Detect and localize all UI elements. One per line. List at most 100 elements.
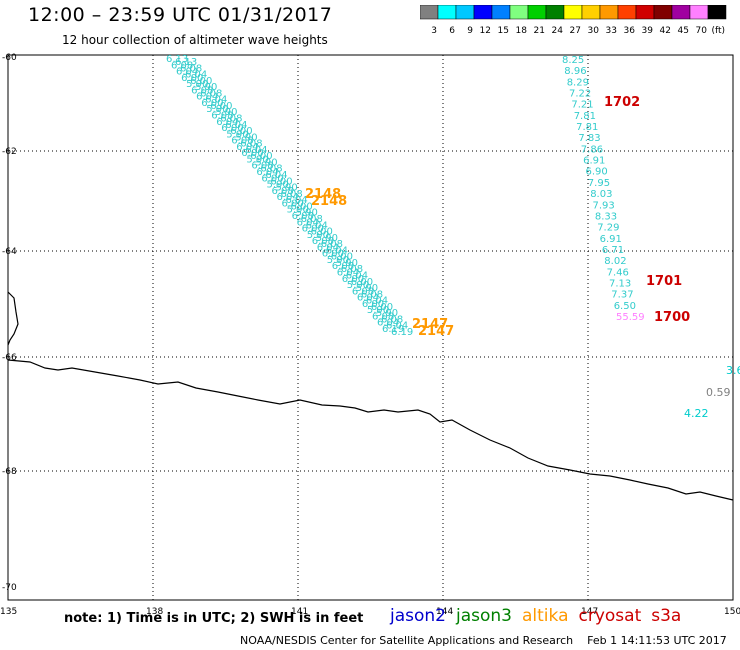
satellite-cryosat: cryosat bbox=[578, 606, 642, 626]
swh-value: 6.00 bbox=[241, 148, 263, 159]
wave-height-legend: 3 6 9 12 15 18 21 24 27 30 33 36 39 42 45 70 (ft) bbox=[420, 5, 730, 37]
swh-value: 6.90 bbox=[586, 167, 608, 178]
swh-value: 7.81 bbox=[576, 122, 598, 133]
swh-value: 8.02 bbox=[604, 256, 626, 267]
swh-value: 6.08 bbox=[191, 85, 213, 96]
swh-value: 6.04 bbox=[176, 67, 198, 78]
lat-label: -68 bbox=[2, 467, 17, 477]
satellite-jason3: jason3 bbox=[456, 606, 512, 626]
time-label-1702: 1702 bbox=[604, 95, 640, 110]
swh-value: 5.90 bbox=[246, 155, 268, 166]
swh-value: 6.00 bbox=[270, 176, 292, 187]
swh-value: 5.90 bbox=[235, 132, 257, 143]
swh-value: 6.04 bbox=[185, 70, 207, 81]
legend-label: 39 bbox=[642, 26, 654, 36]
far-right-value: 3.6 bbox=[726, 364, 740, 377]
swh-value: 6.00 bbox=[322, 249, 344, 260]
legend-label: (ft) bbox=[711, 26, 725, 36]
swh-value: 6.08 bbox=[332, 261, 354, 272]
lon-label: 138 bbox=[146, 607, 163, 617]
swh-value: 6.08 bbox=[200, 88, 222, 99]
coastline bbox=[7, 291, 734, 501]
lat-label: -60 bbox=[2, 53, 17, 63]
swh-value: 6.13 bbox=[175, 57, 197, 68]
time-label-2148: 2148 bbox=[305, 187, 341, 202]
swh-value: 6.00 bbox=[201, 98, 223, 109]
swh-value: 7.86 bbox=[581, 144, 603, 155]
swh-value: 6.08 bbox=[301, 214, 323, 225]
swh-value: 7.22 bbox=[569, 89, 591, 100]
swh-value: 6.08 bbox=[240, 139, 262, 150]
swh-value: 6.00 bbox=[331, 252, 353, 263]
swh-value: 5.90 bbox=[267, 180, 289, 191]
swh-value: 7.37 bbox=[611, 290, 633, 301]
legend-label: 42 bbox=[660, 26, 671, 36]
swh-value: 7.21 bbox=[571, 100, 593, 111]
satellite-jason2: jason2 bbox=[390, 606, 446, 626]
swh-value: 6.00 bbox=[230, 126, 252, 137]
swh-value: 6.00 bbox=[351, 277, 373, 288]
swh-value: 6.50 bbox=[614, 301, 636, 312]
swh-value: 6.04 bbox=[337, 268, 359, 279]
swh-value: 5.90 bbox=[186, 79, 208, 90]
swh-value: 6.08 bbox=[272, 186, 294, 197]
swh-value: 6.19 bbox=[391, 327, 413, 338]
swh-value: 5.90 bbox=[276, 183, 298, 194]
swh-value: 6.71 bbox=[602, 245, 624, 256]
swh-value: 5.90 bbox=[215, 107, 237, 118]
swh-value: 6.08 bbox=[260, 164, 282, 175]
far-right-value: 4.22 bbox=[684, 407, 709, 420]
swh-value: 6.08 bbox=[312, 236, 334, 247]
left-swh-track: 6.136.086.046.005.906.086.046.005.906.08… bbox=[166, 54, 413, 338]
swh-value: 8.96 bbox=[564, 66, 586, 77]
swh-value: 5.90 bbox=[287, 205, 309, 216]
map-subtitle: 12 hour collection of altimeter wave hei… bbox=[62, 33, 328, 47]
far-right-value: 0.59 bbox=[706, 386, 731, 399]
swh-value: 8.29 bbox=[567, 77, 589, 88]
swh-value: 6.04 bbox=[326, 245, 348, 256]
swh-value: 6.08 bbox=[292, 211, 314, 222]
time-label-2148: 2148 bbox=[311, 194, 347, 209]
legend-label: 30 bbox=[588, 26, 600, 36]
swh-value: 6.19 bbox=[382, 324, 404, 335]
swh-value: 5.90 bbox=[296, 208, 318, 219]
footer-credit: NOAA/NESDIS Center for Satellite Applica… bbox=[240, 634, 727, 647]
lat-label: -64 bbox=[2, 247, 17, 257]
swh-value: 6.08 bbox=[251, 161, 273, 172]
swh-value: 5.90 bbox=[226, 129, 248, 140]
legend-swatch bbox=[707, 5, 727, 20]
lon-label: 144 bbox=[436, 607, 453, 617]
swh-value: 6.13 bbox=[166, 54, 188, 65]
swh-value: 5.90 bbox=[316, 233, 338, 244]
swh-value: 6.04 bbox=[357, 293, 379, 304]
swh-value: 7.83 bbox=[578, 133, 600, 144]
swh-value: 5.90 bbox=[356, 283, 378, 294]
lon-label: 147 bbox=[581, 607, 598, 617]
legend-label: 15 bbox=[498, 26, 509, 36]
swh-value: 6.04 bbox=[256, 167, 278, 178]
swh-value: 6.00 bbox=[181, 73, 203, 84]
legend-label: 9 bbox=[467, 26, 473, 36]
lon-label: 141 bbox=[291, 607, 308, 617]
swh-value: 7.95 bbox=[588, 178, 610, 189]
swh-value: 5.90 bbox=[376, 308, 398, 319]
swh-value: 6.00 bbox=[311, 227, 333, 238]
legend-label: 18 bbox=[516, 26, 528, 36]
lat-label: -70 bbox=[2, 583, 17, 593]
swh-value: 6.04 bbox=[317, 242, 339, 253]
legend-label: 70 bbox=[696, 26, 708, 36]
swh-value: 6.08 bbox=[220, 114, 242, 125]
swh-value: 6.00 bbox=[221, 123, 243, 134]
swh-value: 6.00 bbox=[342, 274, 364, 285]
swh-value: 6.08 bbox=[372, 311, 394, 322]
time-label-2147: 2147 bbox=[412, 317, 448, 332]
swh-value: 7.46 bbox=[607, 267, 629, 278]
swh-value: 6.04 bbox=[286, 195, 308, 206]
lon-label: 150 bbox=[724, 607, 740, 617]
swh-value: 6.00 bbox=[210, 101, 232, 112]
time-label-2147: 2147 bbox=[418, 324, 454, 339]
swh-value: 6.04 bbox=[297, 217, 319, 228]
swh-value: 7.81 bbox=[574, 111, 596, 122]
plot-frame bbox=[7, 54, 734, 601]
swh-value: 5.90 bbox=[255, 158, 277, 169]
